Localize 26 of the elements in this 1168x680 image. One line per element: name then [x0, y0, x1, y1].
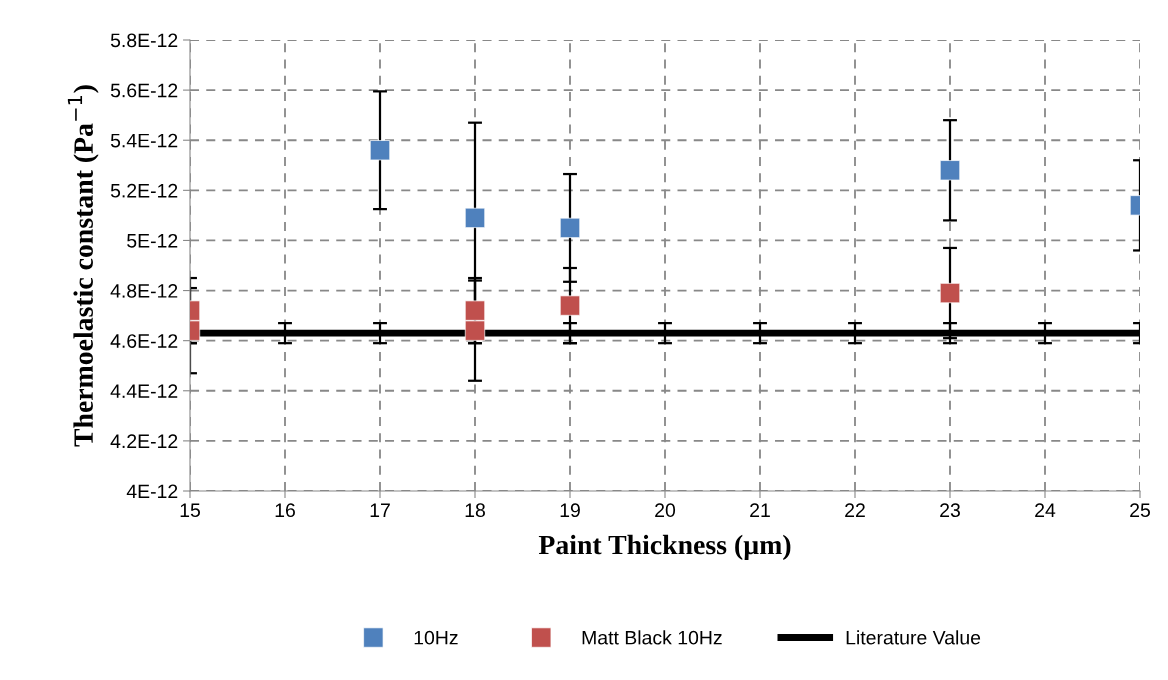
legend-label: Matt Black 10Hz [582, 630, 722, 645]
x-tick-label: 15 [180, 503, 200, 518]
y-tick-label: 5.6E-12 [110, 83, 178, 98]
x-tick-label: 17 [370, 503, 390, 517]
x-axis-title: Paint Thickness (µm) [538, 534, 791, 561]
legend-label: 10Hz [414, 630, 458, 645]
y-tick-label: 4.8E-12 [110, 284, 178, 298]
x-tick-label: 24 [1035, 503, 1056, 517]
y-tick-label: 4.2E-12 [110, 434, 178, 448]
x-tick-label: 23 [940, 503, 960, 518]
x-tick-label: 22 [845, 503, 865, 517]
y-tick-label: 4.6E-12 [110, 334, 178, 348]
x-tick-label: 19 [560, 503, 580, 518]
y-tick-label: 5.2E-12 [110, 183, 178, 198]
legend-label: Literature Value [846, 630, 981, 645]
y-tick-label: 4E-12 [126, 484, 178, 499]
y-tick-label: 4.4E-12 [110, 384, 178, 398]
x-tick-label: 16 [275, 503, 295, 518]
x-tick-label: 21 [750, 503, 770, 517]
x-tick-label: 18 [465, 503, 485, 518]
y-tick-label: 5.8E-12 [110, 33, 178, 48]
y-axis-title: Thermoelastic constant (Pa$^{−1}$) [67, 85, 99, 447]
y-tick-label: 5E-12 [127, 233, 178, 248]
y-tick-label: 5.4E-12 [110, 133, 178, 148]
x-tick-label: 25 [1130, 503, 1150, 518]
x-tick-label: 20 [655, 503, 676, 518]
